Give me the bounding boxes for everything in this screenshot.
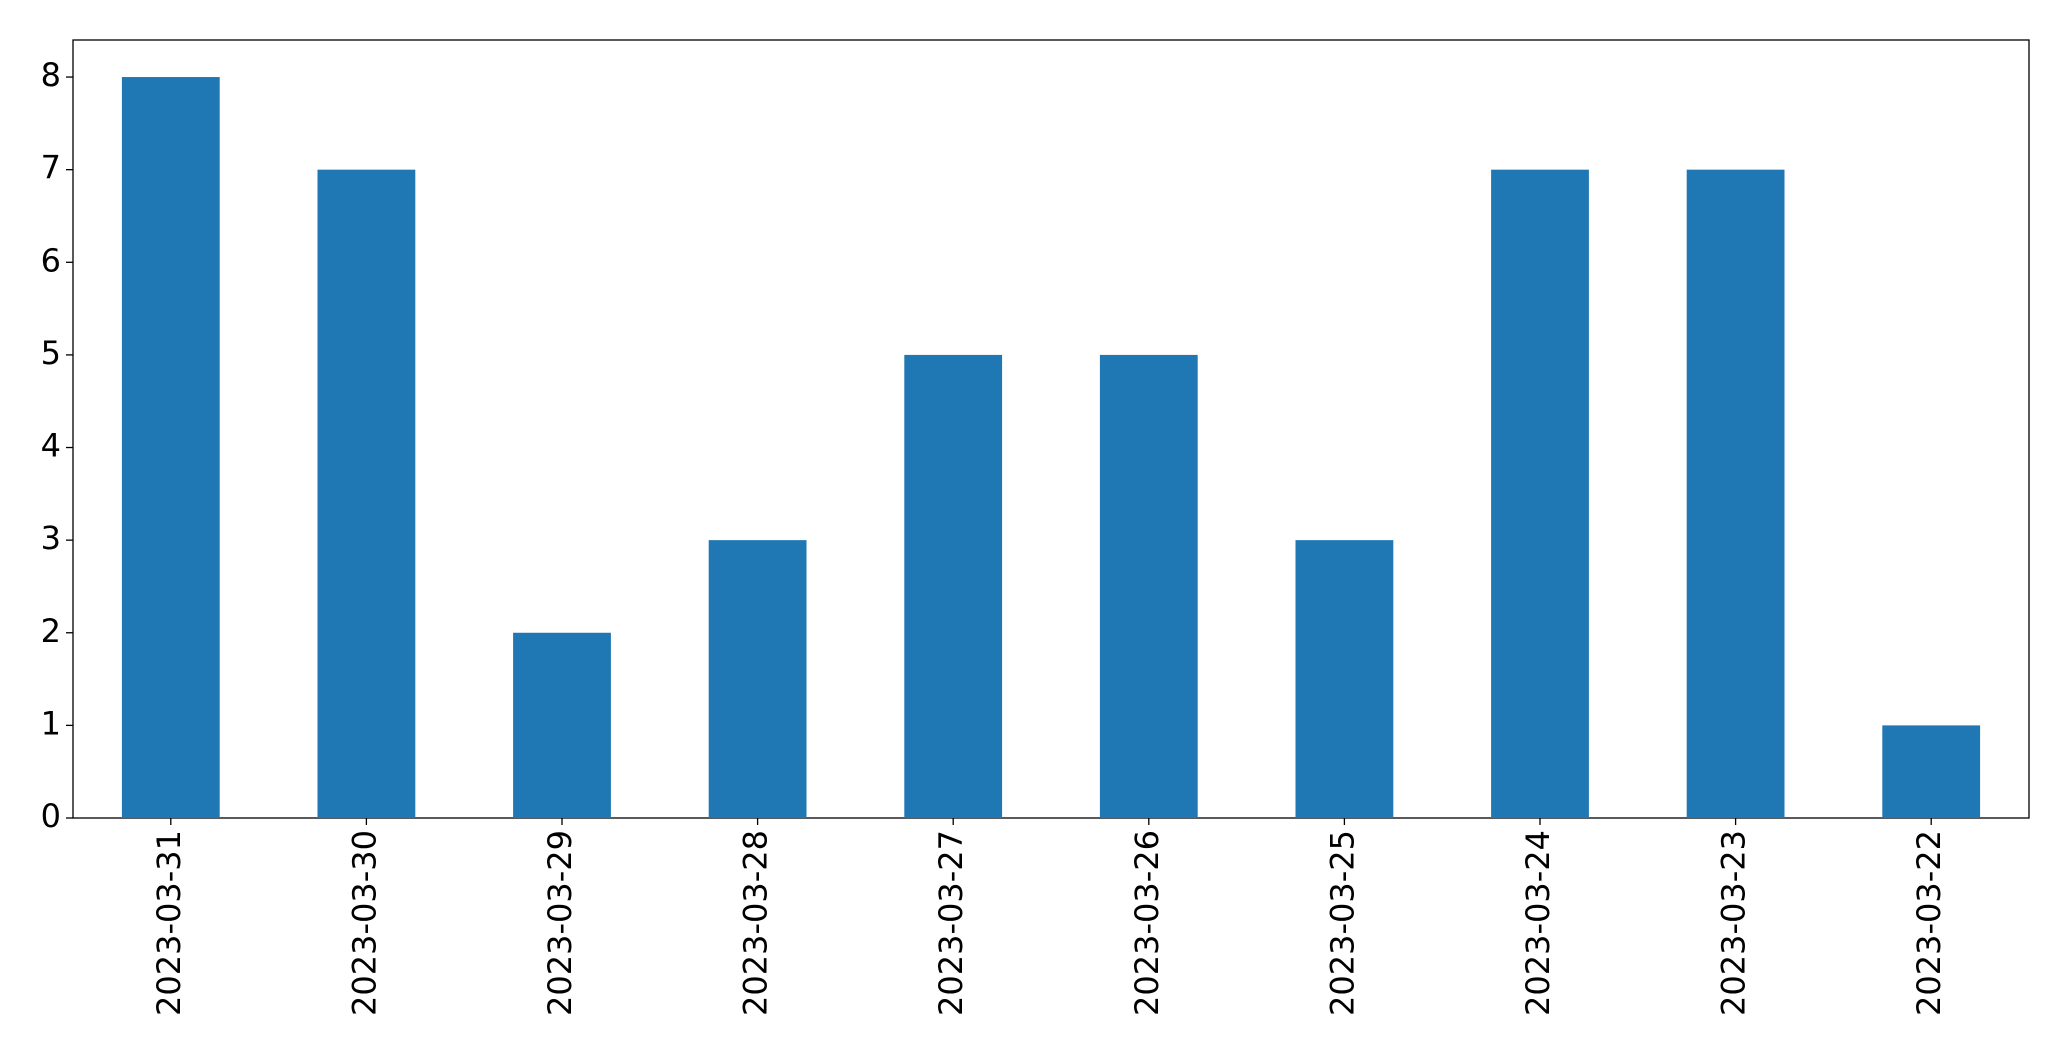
- y-tick-label: 3: [41, 519, 61, 557]
- x-tick-label: 2023-03-29: [541, 830, 579, 1016]
- bar: [1295, 540, 1394, 818]
- bar: [1686, 169, 1785, 818]
- x-tick-label: 2023-03-22: [1910, 830, 1948, 1016]
- y-tick-label: 6: [41, 241, 61, 279]
- y-tick-label: 8: [41, 56, 61, 94]
- x-tick-label: 2023-03-31: [150, 830, 188, 1016]
- x-tick-label: 2023-03-26: [1128, 830, 1166, 1016]
- x-tick-label: 2023-03-28: [737, 830, 775, 1016]
- y-tick-label: 5: [41, 334, 61, 372]
- bar: [121, 77, 220, 819]
- bar: [317, 169, 416, 818]
- y-tick-label: 2: [41, 612, 61, 650]
- bar: [1099, 354, 1198, 818]
- x-tick-label: 2023-03-25: [1323, 830, 1361, 1016]
- bar: [513, 632, 611, 818]
- plot-frame: [72, 39, 2030, 819]
- x-tick-label: 2023-03-24: [1519, 830, 1557, 1016]
- bar: [1882, 725, 1981, 818]
- y-tick-label: 7: [41, 149, 61, 187]
- bar: [1491, 169, 1589, 818]
- y-tick-label: 4: [41, 427, 61, 465]
- x-tick-label: 2023-03-27: [932, 830, 970, 1016]
- y-tick-label: 0: [41, 797, 61, 835]
- bar: [708, 540, 807, 818]
- bar: [904, 354, 1003, 818]
- x-tick-label: 2023-03-23: [1715, 830, 1753, 1016]
- x-tick-label: 2023-03-30: [345, 830, 383, 1016]
- y-tick-label: 1: [41, 704, 61, 742]
